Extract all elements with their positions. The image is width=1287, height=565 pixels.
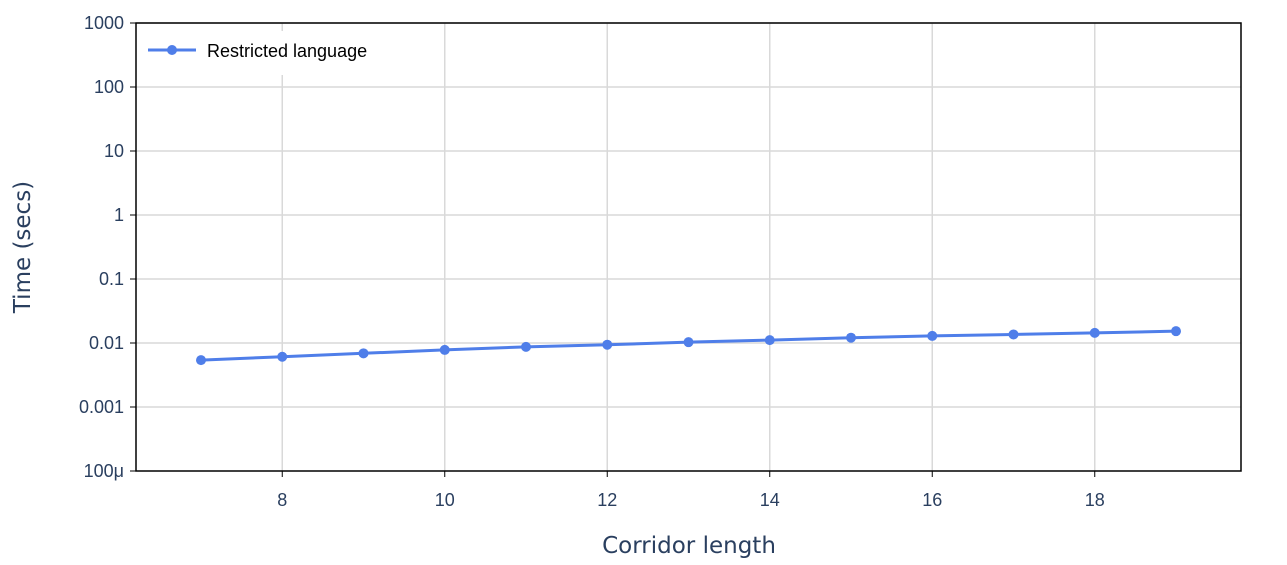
data-point <box>358 348 369 359</box>
data-point <box>1089 327 1100 338</box>
x-tick-label: 16 <box>922 490 942 510</box>
data-point <box>683 337 694 348</box>
legend-background <box>137 31 402 75</box>
plot-border <box>135 22 1242 472</box>
data-point <box>196 355 206 366</box>
legend[interactable]: Restricted language <box>137 31 402 75</box>
y-tick-label: 100μ <box>84 461 124 481</box>
y-tick-label: 1 <box>114 205 124 225</box>
legend-label: Restricted language <box>207 41 367 61</box>
y-tick-label: 0.01 <box>89 333 124 353</box>
series-layer <box>196 326 1181 366</box>
x-axis-title: Corridor length <box>602 533 776 559</box>
y-tick-label: 0.1 <box>99 269 124 289</box>
data-point <box>1008 329 1019 340</box>
x-tick-label: 18 <box>1085 490 1105 510</box>
data-point <box>521 341 531 352</box>
legend-marker-swatch <box>167 45 177 55</box>
x-tick-label: 8 <box>277 490 287 510</box>
data-point <box>602 339 613 350</box>
x-tick-label: 12 <box>597 490 617 510</box>
y-tick-label: 10 <box>104 141 124 161</box>
x-tick-label: 10 <box>435 490 455 510</box>
y-tick-label: 100 <box>94 77 124 97</box>
tick-labels: 8 10 12 14 16 18 100μ 0.001 0.01 0.1 1 10 100 1000 <box>79 13 1105 510</box>
y-tick-label: 1000 <box>84 13 124 33</box>
data-point <box>764 335 775 346</box>
data-point <box>1171 326 1181 337</box>
plot-background <box>136 23 1241 471</box>
y-axis-title: Time (secs) <box>10 181 36 314</box>
data-point <box>277 351 288 362</box>
data-point <box>927 330 938 341</box>
axes <box>130 22 1242 477</box>
data-point <box>846 332 856 343</box>
data-point <box>439 344 450 355</box>
x-tick-label: 14 <box>760 490 780 510</box>
y-tick-label: 0.001 <box>79 397 124 417</box>
